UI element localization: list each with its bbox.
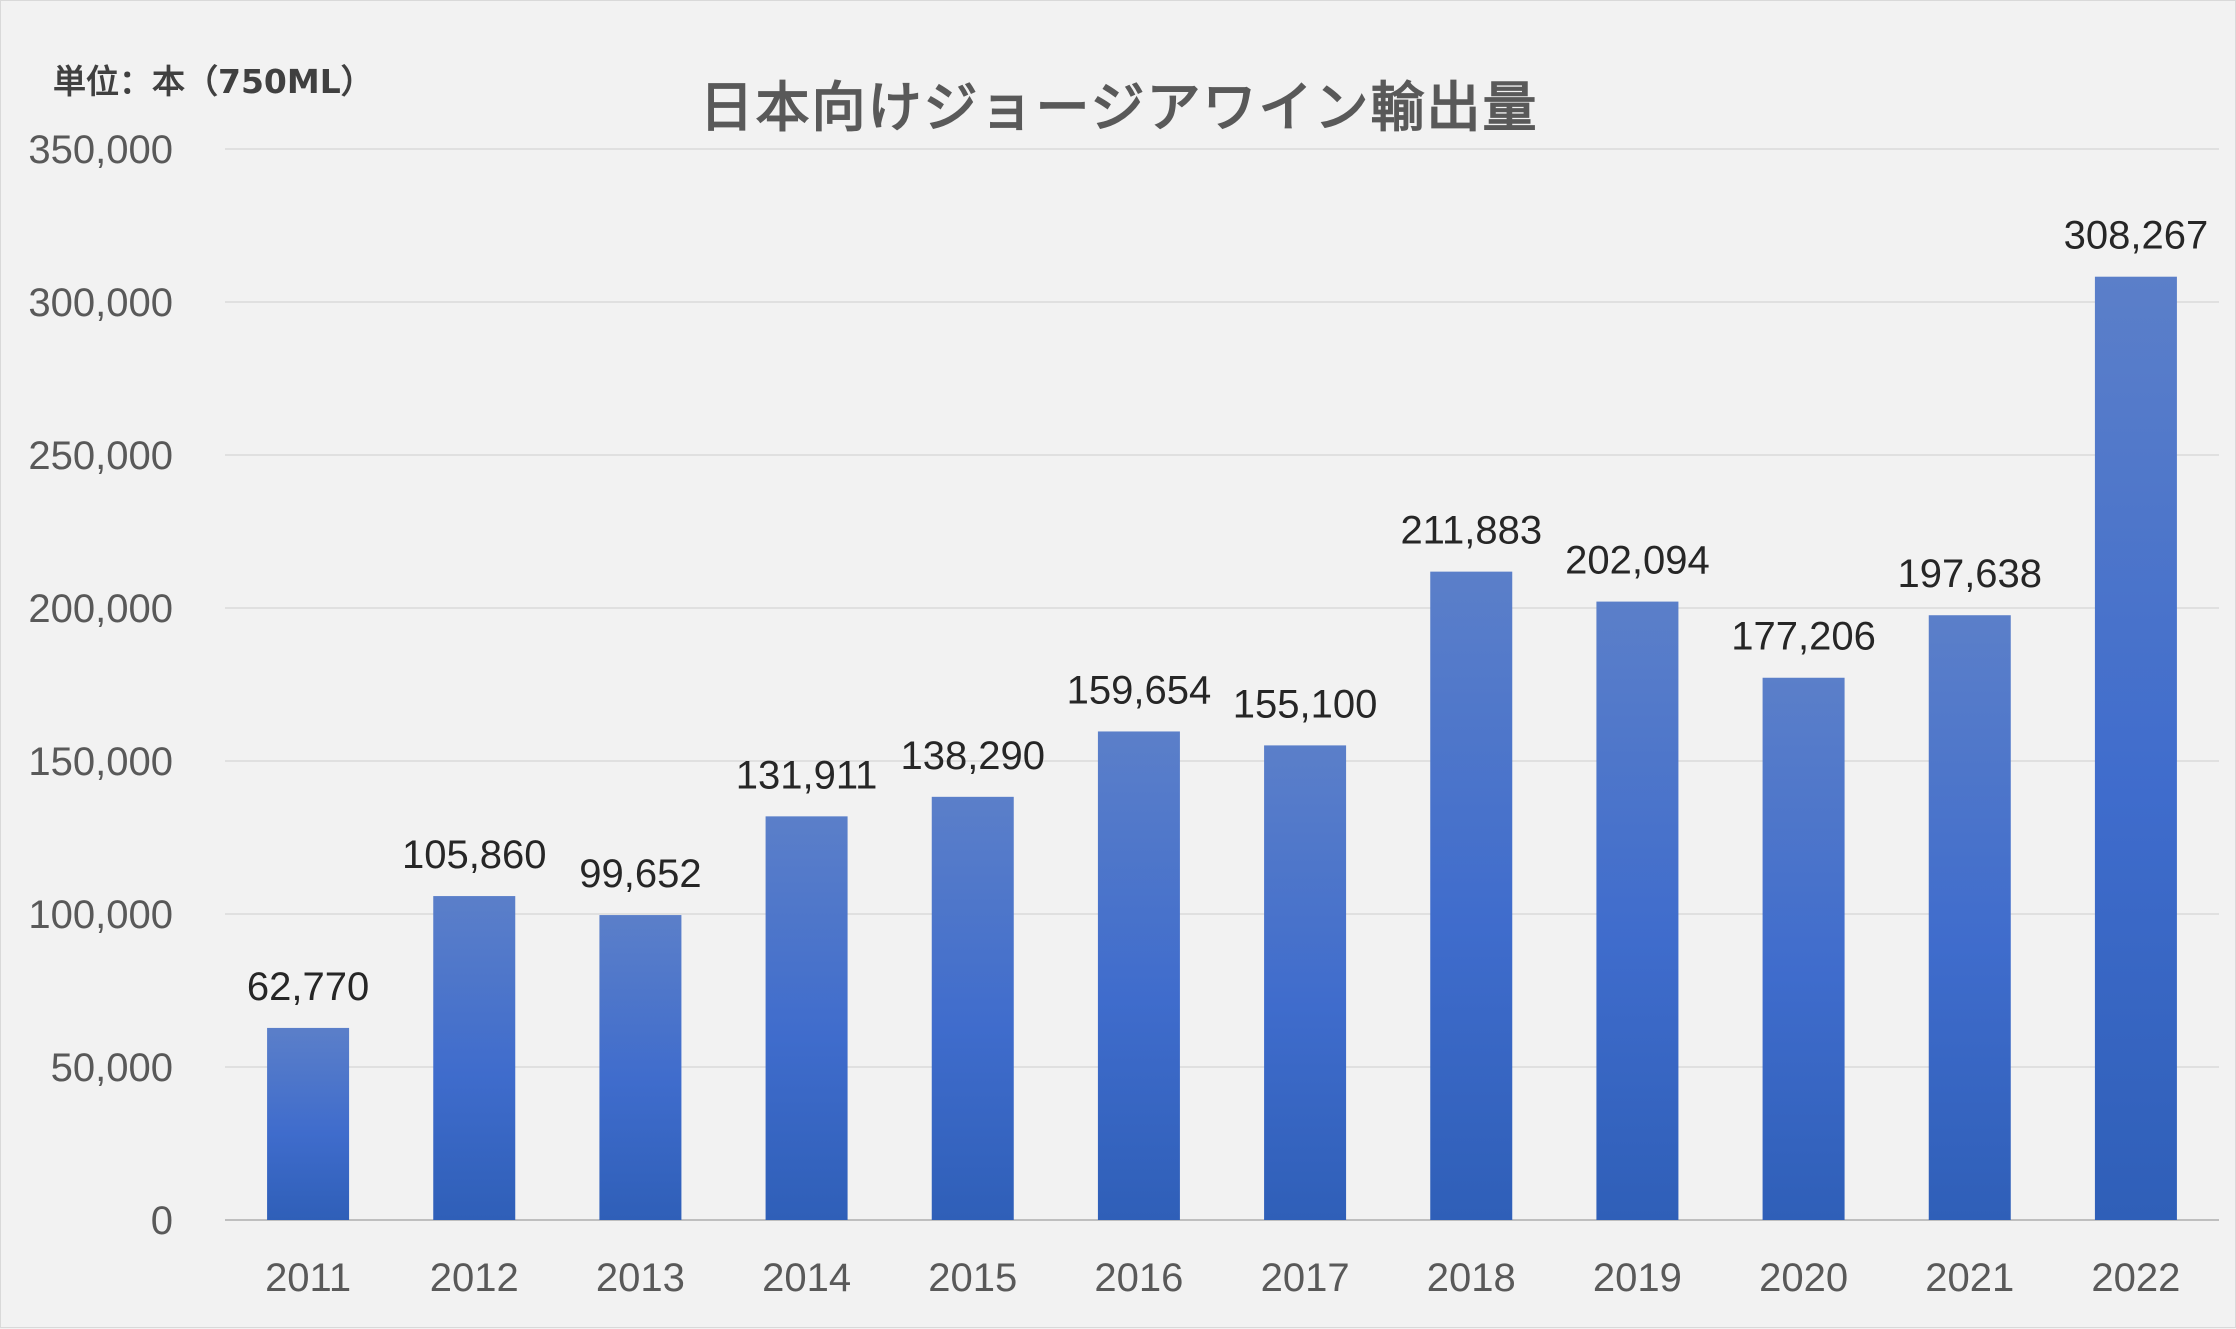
x-tick-label: 2017 bbox=[1261, 1256, 1350, 1300]
data-label: 155,100 bbox=[1233, 682, 1378, 726]
bar bbox=[1596, 601, 1679, 1220]
y-tick-label: 100,000 bbox=[28, 893, 173, 937]
x-tick-label: 2011 bbox=[265, 1256, 351, 1300]
data-label: 211,883 bbox=[1400, 509, 1542, 553]
y-tick-label: 350,000 bbox=[28, 128, 173, 172]
bar bbox=[931, 796, 1014, 1220]
x-tick-label: 2019 bbox=[1593, 1256, 1682, 1300]
gridlines bbox=[225, 148, 2219, 1221]
bar bbox=[599, 915, 682, 1220]
data-label: 308,267 bbox=[2064, 214, 2209, 258]
y-tick-label: 300,000 bbox=[28, 281, 173, 325]
bar bbox=[433, 896, 516, 1220]
data-label: 202,094 bbox=[1565, 539, 1710, 583]
x-tick-label: 2016 bbox=[1094, 1256, 1183, 1300]
data-label: 197,638 bbox=[1897, 552, 2042, 596]
x-tick-label: 2015 bbox=[928, 1256, 1017, 1300]
data-labels: 62,770 105,860 99,652 131,911 138,290 159,654… bbox=[247, 214, 2208, 1009]
data-label: 159,654 bbox=[1067, 668, 1212, 712]
y-tick-label: 250,000 bbox=[28, 434, 173, 478]
x-tick-label: 2020 bbox=[1759, 1256, 1848, 1300]
x-tick-label: 2018 bbox=[1427, 1256, 1516, 1300]
bar bbox=[2094, 276, 2177, 1220]
y-tick-label: 200,000 bbox=[28, 587, 173, 631]
y-tick-label: 150,000 bbox=[28, 740, 173, 784]
data-label: 99,652 bbox=[579, 852, 701, 896]
bar bbox=[1430, 571, 1513, 1220]
bars bbox=[267, 276, 2177, 1220]
x-tick-label: 2022 bbox=[2091, 1256, 2180, 1300]
unit-label: 単位：本（750ML） bbox=[53, 62, 374, 101]
bar bbox=[1928, 615, 2011, 1220]
y-axis-ticks: 0 50,000 100,000 150,000 200,000 250,000 300,0… bbox=[28, 128, 173, 1243]
x-tick-label: 2021 bbox=[1925, 1256, 2014, 1300]
x-tick-label: 2014 bbox=[762, 1256, 851, 1300]
bar bbox=[267, 1027, 350, 1220]
bar bbox=[765, 816, 848, 1220]
data-label: 177,206 bbox=[1731, 615, 1876, 659]
chart-title: 日本向けジョージアワイン輸出量 bbox=[699, 76, 1539, 139]
x-axis-ticks: 2011 2012 2013 2014 2015 2016 2017 2018 2019 2020… bbox=[265, 1256, 2180, 1300]
data-label: 131,911 bbox=[736, 753, 878, 797]
y-tick-label: 0 bbox=[151, 1199, 173, 1243]
x-tick-label: 2013 bbox=[596, 1256, 685, 1300]
data-label: 62,770 bbox=[247, 965, 369, 1009]
bar bbox=[1097, 731, 1180, 1220]
bar bbox=[1762, 677, 1845, 1220]
y-tick-label: 50,000 bbox=[51, 1046, 173, 1090]
bar bbox=[1264, 745, 1347, 1220]
data-label: 105,860 bbox=[402, 833, 547, 877]
data-label: 138,290 bbox=[900, 734, 1045, 778]
x-tick-label: 2012 bbox=[430, 1256, 519, 1300]
